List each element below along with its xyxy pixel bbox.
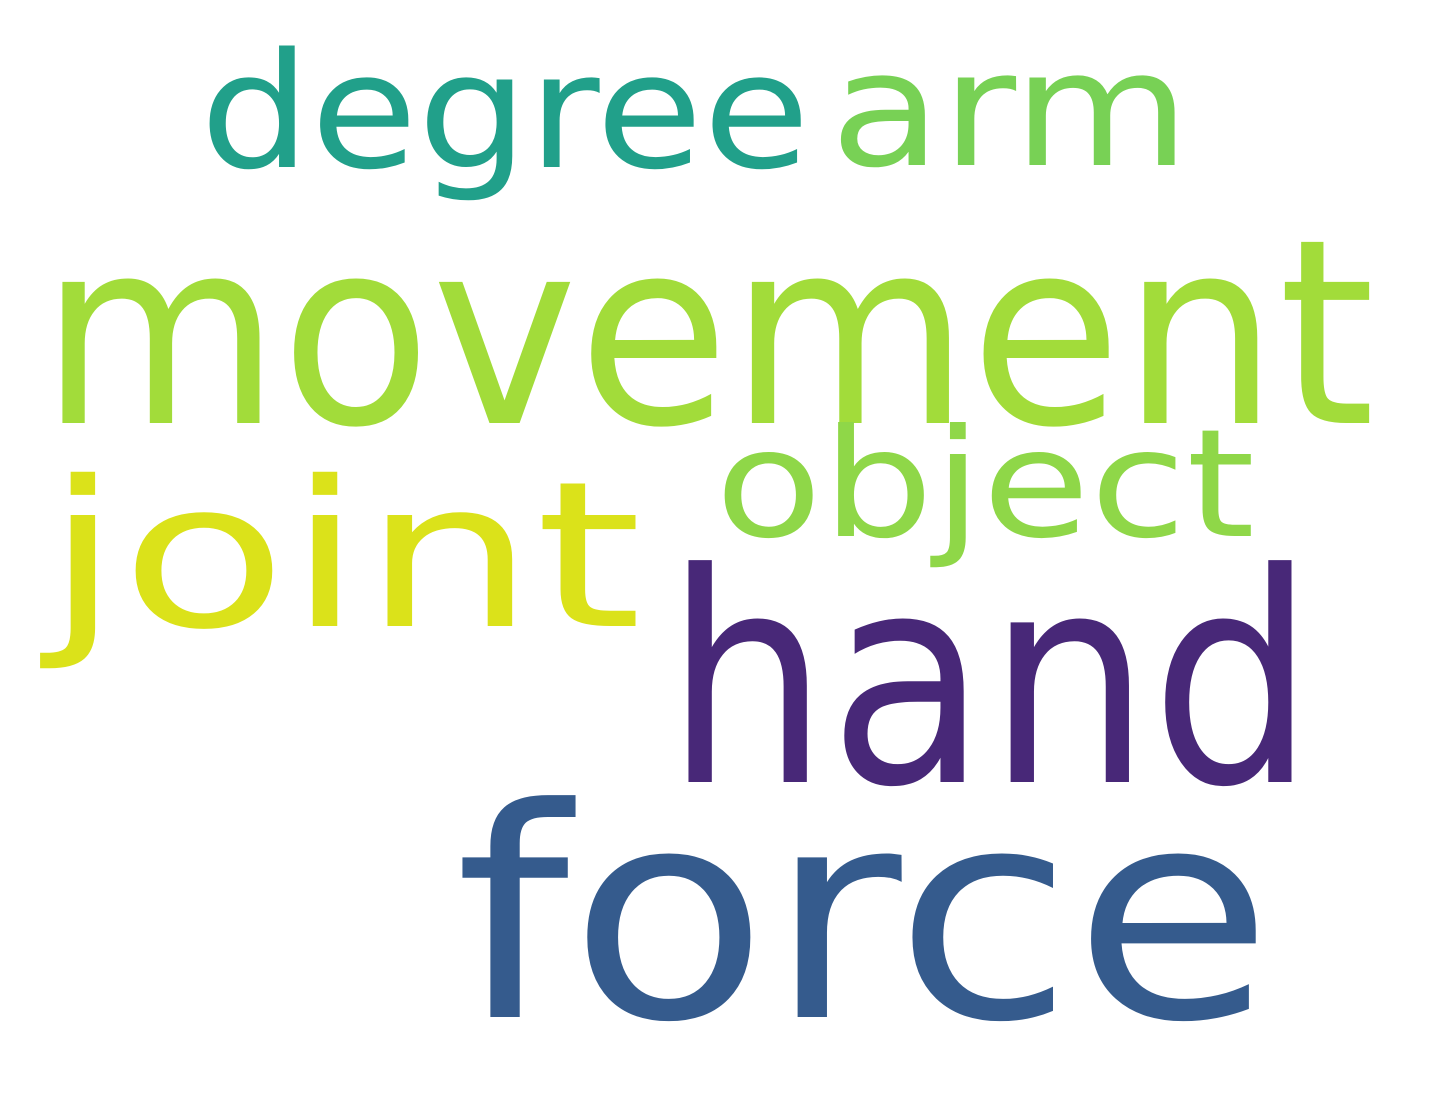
word-hand: hand bbox=[665, 511, 1315, 851]
word-degree: degree bbox=[200, 18, 810, 205]
word-movement: movement bbox=[40, 184, 1376, 484]
word-object: object bbox=[715, 398, 1255, 572]
word-joint: joint bbox=[45, 438, 643, 674]
word-force: force bbox=[455, 746, 1274, 1086]
word-arm: arm bbox=[830, 16, 1191, 203]
